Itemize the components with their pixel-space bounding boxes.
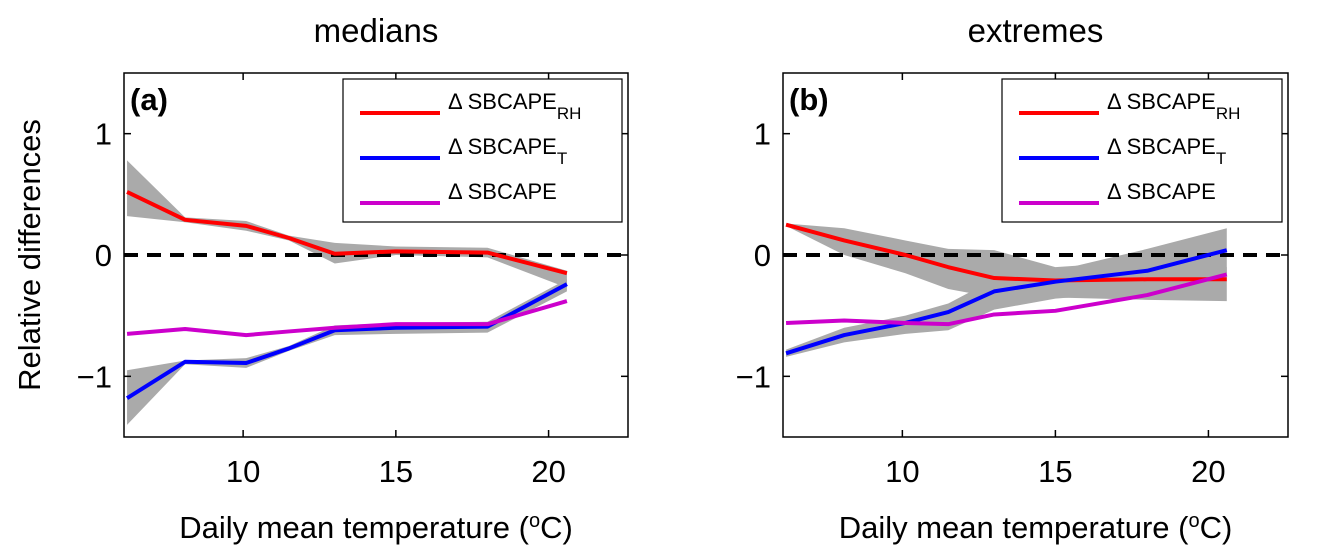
legend-label: Δ SBCAPE [448,179,557,204]
chart-title: medians [314,12,439,49]
series-line [126,299,568,338]
x-axis-label-part: Daily mean temperature ( [839,510,1189,545]
x-axis-label-part: C) [540,510,573,545]
legend-label-name: Δ SBCAPE [1107,89,1216,114]
x-tick-label: 15 [1038,454,1072,489]
x-tick-label: 20 [1191,454,1225,489]
panel-label: (a) [130,82,168,117]
legend-label: Δ SBCAPERH [448,89,581,123]
y-tick-label: 1 [95,117,112,152]
legend-box [342,78,623,223]
y-tick-label: 0 [754,238,771,273]
x-tick-label: 10 [885,454,919,489]
x-tick-label: 10 [226,454,260,489]
y-tick-label: −1 [736,359,771,394]
x-tick-label: 15 [379,454,413,489]
series-line [785,222,1227,283]
legend-label-name: Δ SBCAPE [448,179,557,204]
legend-label: Δ SBCAPE [1107,179,1216,204]
x-axis-label-part: C) [1200,510,1233,545]
y-axis-label: Relative differences [12,119,47,391]
series-line [126,190,568,276]
legend-label: Δ SBCAPET [448,134,567,168]
series-line [125,282,568,400]
legend-label-subscript: T [557,149,567,168]
uncertainty-band [127,279,567,425]
x-axis-label-part: o [529,510,540,532]
x-axis-label: Daily mean temperature (oC) [839,510,1233,545]
series-line [785,248,1228,356]
legend-label-subscript: T [1216,149,1226,168]
legend-label-name: Δ SBCAPE [448,89,557,114]
panel-label: (b) [789,82,829,117]
chart-title: extremes [968,12,1104,49]
x-tick-label: 20 [531,454,565,489]
legend-label-subscript: RH [557,104,582,123]
legend-label: Δ SBCAPET [1107,134,1226,168]
legend-label-subscript: RH [1216,104,1241,123]
series-line [785,272,1228,327]
legend-label-name: Δ SBCAPE [1107,134,1216,159]
y-tick-label: −1 [77,359,112,394]
y-tick-label: 1 [754,117,771,152]
legend-label-name: Δ SBCAPE [448,134,557,159]
legend-label: Δ SBCAPERH [1107,89,1240,123]
legend-box [1001,78,1283,223]
y-tick-label: 0 [95,238,112,273]
x-axis-label: Daily mean temperature (oC) [179,510,573,545]
x-axis-label-part: o [1188,510,1199,532]
legend-label-name: Δ SBCAPE [1107,179,1216,204]
x-axis-label-part: Daily mean temperature ( [179,510,529,545]
